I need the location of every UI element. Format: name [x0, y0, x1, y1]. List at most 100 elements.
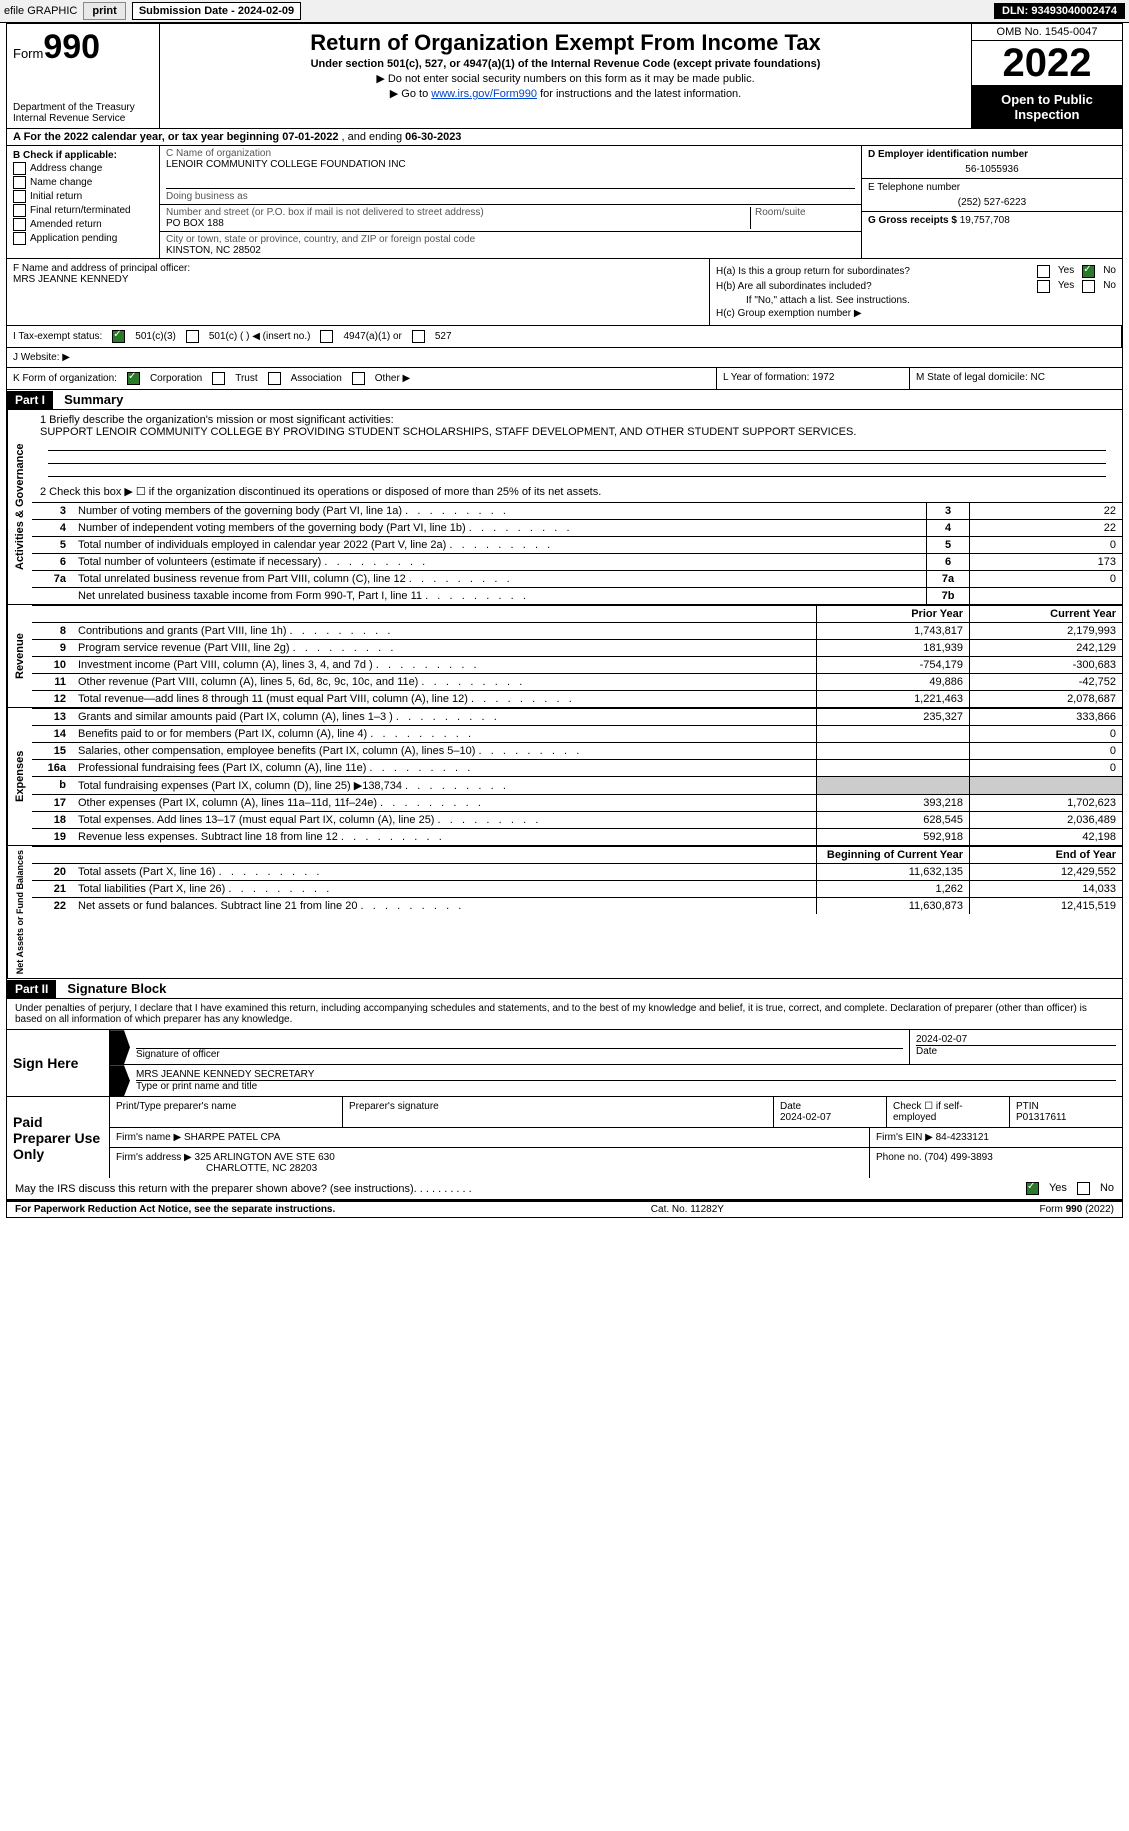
phone-label: E Telephone number — [868, 182, 1116, 193]
paid-preparer-label: Paid Preparer Use Only — [7, 1097, 110, 1178]
side-activities: Activities & Governance — [7, 410, 32, 604]
firm-ein: 84-4233121 — [936, 1132, 989, 1143]
hb-note: If "No," attach a list. See instructions… — [746, 295, 1116, 306]
dba-label: Doing business as — [166, 191, 855, 202]
website-label: J Website: ▶ — [13, 352, 70, 363]
col-b-checkboxes: B Check if applicable: Address change Na… — [7, 146, 160, 258]
print-button[interactable]: print — [83, 2, 125, 20]
footer-right: Form 990 (2022) — [1040, 1204, 1114, 1215]
tax-year: 2022 — [972, 41, 1122, 86]
hb-yes[interactable] — [1037, 280, 1050, 293]
city-value: KINSTON, NC 28502 — [166, 245, 855, 256]
open-inspection: Open to Public Inspection — [972, 86, 1122, 128]
street-value: PO BOX 188 — [166, 218, 750, 229]
omb-number: OMB No. 1545-0047 — [972, 24, 1122, 41]
prep-date: 2024-02-07 — [780, 1112, 831, 1123]
revenue-table: Prior YearCurrent Year8Contributions and… — [32, 605, 1122, 707]
street-label: Number and street (or P.O. box if mail i… — [166, 207, 750, 218]
footer-mid: Cat. No. 11282Y — [651, 1204, 724, 1215]
part2-header: Part II — [7, 980, 56, 998]
officer-printed-name: MRS JEANNE KENNEDY SECRETARY — [136, 1069, 1116, 1080]
chk-other[interactable] — [352, 372, 365, 385]
line1-label: 1 Briefly describe the organization's mi… — [40, 414, 1114, 426]
ptin: P01317611 — [1016, 1112, 1066, 1123]
chk-application-pending[interactable] — [13, 232, 26, 245]
ein-label: D Employer identification number — [868, 149, 1116, 160]
officer-label: F Name and address of principal officer: — [13, 263, 703, 274]
self-employed: Check ☐ if self-employed — [887, 1097, 1010, 1127]
city-label: City or town, state or province, country… — [166, 234, 855, 245]
ha-label: H(a) Is this a group return for subordin… — [716, 266, 910, 277]
part1-header: Part I — [7, 391, 53, 409]
may-irs-no[interactable] — [1077, 1182, 1090, 1195]
chk-amended-return[interactable] — [13, 218, 26, 231]
declaration-text: Under penalties of perjury, I declare th… — [7, 999, 1122, 1030]
note-link: ▶ Go to www.irs.gov/Form990 for instruct… — [166, 87, 965, 100]
expenses-table: 13Grants and similar amounts paid (Part … — [32, 708, 1122, 845]
line2: 2 Check this box ▶ ☐ if the organization… — [32, 481, 1122, 502]
firm-addr1: 325 ARLINGTON AVE STE 630 — [195, 1152, 335, 1163]
activities-table: 3Number of voting members of the governi… — [32, 502, 1122, 604]
prep-sig-label: Preparer's signature — [343, 1097, 774, 1127]
footer-left: For Paperwork Reduction Act Notice, see … — [15, 1204, 335, 1215]
note-ssn: ▶ Do not enter social security numbers o… — [166, 72, 965, 85]
state-domicile-label: M State of legal domicile: — [916, 372, 1031, 383]
chk-assoc[interactable] — [268, 372, 281, 385]
form-title: Return of Organization Exempt From Incom… — [166, 30, 965, 56]
efile-label: efile GRAPHIC — [4, 5, 77, 17]
may-irs-yes[interactable] — [1026, 1182, 1039, 1195]
ha-no[interactable] — [1082, 265, 1095, 278]
chk-name-change[interactable] — [13, 176, 26, 189]
dept-label: Department of the Treasury Internal Reve… — [13, 102, 153, 124]
form-990: Form990 Department of the Treasury Inter… — [6, 23, 1123, 1218]
firm-name: SHARPE PATEL CPA — [184, 1132, 280, 1143]
hb-label: H(b) Are all subordinates included? — [716, 281, 872, 292]
mission-text: SUPPORT LENOIR COMMUNITY COLLEGE BY PROV… — [40, 426, 1114, 438]
chk-corp[interactable] — [127, 372, 140, 385]
sig-officer-label: Signature of officer — [136, 1048, 903, 1060]
dln-label: DLN: 93493040002474 — [994, 3, 1125, 19]
side-expenses: Expenses — [7, 708, 32, 845]
chk-address-change[interactable] — [13, 162, 26, 175]
ein-value: 56-1055936 — [868, 164, 1116, 175]
chk-527[interactable] — [412, 330, 425, 343]
may-irs-text: May the IRS discuss this return with the… — [15, 1183, 414, 1195]
year-formation: 1972 — [812, 372, 834, 383]
firm-addr2: CHARLOTTE, NC 28203 — [206, 1163, 317, 1174]
officer-name-label: Type or print name and title — [136, 1080, 1116, 1092]
part2-title: Signature Block — [59, 979, 174, 998]
side-revenue: Revenue — [7, 605, 32, 707]
gross-value: 19,757,708 — [960, 215, 1010, 226]
chk-501c3[interactable] — [112, 330, 125, 343]
room-label: Room/suite — [755, 207, 855, 218]
tax-exempt-label: I Tax-exempt status: — [13, 331, 102, 342]
org-name-label: C Name of organization — [166, 148, 855, 159]
chk-final-return[interactable] — [13, 204, 26, 217]
submission-date: Submission Date - 2024-02-09 — [132, 2, 301, 20]
form-subtitle: Under section 501(c), 527, or 4947(a)(1)… — [166, 58, 965, 70]
state-domicile: NC — [1031, 372, 1045, 383]
chk-trust[interactable] — [212, 372, 225, 385]
sig-arrow-icon — [110, 1065, 130, 1096]
phone-value: (252) 527-6223 — [868, 197, 1116, 208]
date-label: Date — [916, 1045, 1116, 1057]
hc-label: H(c) Group exemption number ▶ — [716, 308, 862, 319]
side-netassets: Net Assets or Fund Balances — [7, 846, 32, 978]
officer-name: MRS JEANNE KENNEDY — [13, 274, 703, 285]
irs-link[interactable]: www.irs.gov/Form990 — [431, 88, 537, 100]
firm-phone: (704) 499-3893 — [924, 1152, 992, 1163]
prep-name-label: Print/Type preparer's name — [110, 1097, 343, 1127]
sig-date: 2024-02-07 — [916, 1034, 1116, 1045]
row-a-tax-year: A For the 2022 calendar year, or tax yea… — [7, 129, 1122, 146]
netassets-table: Beginning of Current YearEnd of Year20To… — [32, 846, 1122, 914]
org-name: LENOIR COMMUNITY COLLEGE FOUNDATION INC — [166, 159, 855, 170]
chk-501c[interactable] — [186, 330, 199, 343]
ha-yes[interactable] — [1037, 265, 1050, 278]
gross-label: G Gross receipts $ — [868, 215, 960, 226]
chk-initial-return[interactable] — [13, 190, 26, 203]
year-formation-label: L Year of formation: — [723, 372, 812, 383]
form-number: Form990 — [13, 28, 153, 67]
toolbar: efile GRAPHIC print Submission Date - 20… — [0, 0, 1129, 23]
chk-4947[interactable] — [320, 330, 333, 343]
hb-no[interactable] — [1082, 280, 1095, 293]
